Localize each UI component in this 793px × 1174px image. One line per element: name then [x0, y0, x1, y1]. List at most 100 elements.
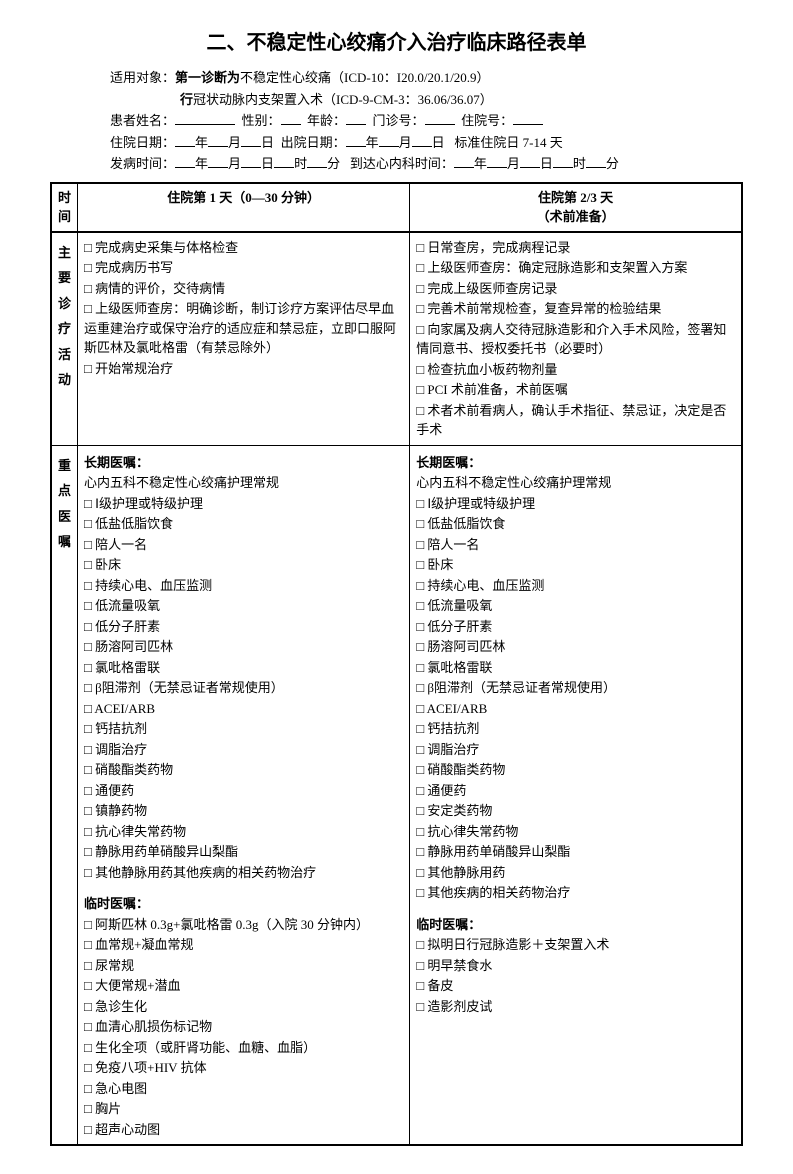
blank: [520, 154, 540, 168]
activities-row: 主 要 诊 疗 活 动 □ 完成病史采集与体格检查□ 完成病历书写□ 病情的评价…: [51, 232, 742, 446]
blank: [513, 111, 543, 125]
unit: 月: [399, 135, 412, 150]
char: 动: [58, 370, 71, 390]
blank: [274, 154, 294, 168]
blank: [346, 133, 366, 147]
blank: [454, 154, 474, 168]
text: 不稳定性心绞痛（ICD-10：I20.0/20.1/20.9）: [240, 70, 490, 85]
long-orders-heading: 长期医嘱：: [84, 453, 403, 473]
unit: 日: [540, 156, 553, 171]
unit: 分: [327, 156, 340, 171]
unit: 月: [228, 156, 241, 171]
activities-day23: □ 日常查房，完成病程记录□ 上级医师查房：确定冠脉造影和支架置入方案□ 完成上…: [410, 232, 742, 446]
checkbox-item: □ 上级医师查房：确定冠脉造影和支架置入方案: [416, 258, 735, 278]
checkbox-item: □ 肠溶阿司匹林: [84, 637, 403, 657]
checkbox-item: □ 安定类药物: [416, 801, 735, 821]
checkbox-item: □ 抗心律失常药物: [84, 822, 403, 842]
checkbox-item: □ 急诊生化: [84, 997, 403, 1017]
label: 适用对象：: [110, 70, 175, 85]
blank: [241, 133, 261, 147]
label: 发病时间：: [110, 156, 175, 171]
char: 重: [58, 456, 71, 476]
label: 门诊号：: [373, 113, 425, 128]
checkbox-item: □ 胸片: [84, 1099, 403, 1119]
orders-day23: 长期医嘱：心内五科不稳定性心绞痛护理常规□ Ⅰ级护理或特级护理□ 低盐低脂饮食□…: [410, 445, 742, 1145]
checkbox-item: □ 静脉用药单硝酸异山梨酯: [416, 842, 735, 862]
checkbox-item: □ 其他疾病的相关药物治疗: [416, 883, 735, 903]
label: 年龄：: [307, 113, 346, 128]
checkbox-item: □ 血常规+凝血常规: [84, 935, 403, 955]
blank: [175, 154, 195, 168]
checkbox-item: □ 尿常规: [84, 956, 403, 976]
blank: [175, 111, 235, 125]
activities-label: 主 要 诊 疗 活 动: [51, 232, 78, 446]
checkbox-item: □ 其他静脉用药: [416, 863, 735, 883]
checkbox-item: □ 肠溶阿司匹林: [416, 637, 735, 657]
unit: 年: [366, 135, 379, 150]
checkbox-item: □ 低流量吸氧: [84, 596, 403, 616]
checkbox-item: □ 陪人一名: [84, 535, 403, 555]
checkbox-item: □ Ⅰ级护理或特级护理: [416, 494, 735, 514]
text: （术前准备）: [416, 207, 735, 227]
applicable-line1: 适用对象：第一诊断为不稳定性心绞痛（ICD-10：I20.0/20.1/20.9…: [70, 68, 723, 88]
checkbox-item: □ 氯吡格雷联: [84, 658, 403, 678]
checkbox-item: □ 钙拮抗剂: [416, 719, 735, 739]
char: 主: [58, 243, 71, 263]
temp-orders-heading: 临时医嘱：: [416, 915, 735, 935]
checkbox-item: □ 大便常规+潜血: [84, 976, 403, 996]
char: 医: [58, 507, 71, 527]
bold-text: 行: [180, 92, 193, 107]
checkbox-item: □ 低盐低脂饮食: [416, 514, 735, 534]
blank: [281, 111, 301, 125]
char: 要: [58, 268, 71, 288]
checkbox-item: □ Ⅰ级护理或特级护理: [84, 494, 403, 514]
char: 嘱: [58, 532, 71, 552]
checkbox-item: □ 完成病历书写: [84, 258, 403, 278]
checkbox-item: □ 上级医师查房：明确诊断，制订诊疗方案评估尽早血运重建治疗或保守治疗的适应症和…: [84, 299, 403, 358]
temp-orders-heading: 临时医嘱：: [84, 894, 403, 914]
checkbox-item: □ 持续心电、血压监测: [416, 576, 735, 596]
blank: [208, 154, 228, 168]
checkbox-item: □ 免疫八项+HIV 抗体: [84, 1058, 403, 1078]
unit: 日: [261, 156, 274, 171]
activities-day1: □ 完成病史采集与体格检查□ 完成病历书写□ 病情的评价，交待病情□ 上级医师查…: [78, 232, 410, 446]
checkbox-item: □ 完成上级医师查房记录: [416, 279, 735, 299]
label: 性别：: [242, 113, 281, 128]
char: 诊: [58, 294, 71, 314]
checkbox-item: □ 病情的评价，交待病情: [84, 279, 403, 299]
checkbox-item: □ 镇静药物: [84, 801, 403, 821]
checkbox-item: □ 硝酸酯类药物: [416, 760, 735, 780]
checkbox-item: □ 生化全项（或肝肾功能、血糖、血脂）: [84, 1038, 403, 1058]
checkbox-item: □ β阻滞剂（无禁忌证者常规使用）: [416, 678, 735, 698]
unit: 月: [507, 156, 520, 171]
checkbox-item: □ 陪人一名: [416, 535, 735, 555]
checkbox-item: □ 检查抗血小板药物剂量: [416, 360, 735, 380]
blank: [586, 154, 606, 168]
col-day23-header: 住院第 2/3 天 （术前准备）: [410, 183, 742, 232]
checkbox-item: □ β阻滞剂（无禁忌证者常规使用）: [84, 678, 403, 698]
page-title: 二、不稳定性心绞痛介入治疗临床路径表单: [50, 28, 743, 58]
checkbox-item: □ 向家属及病人交待冠脉造影和介入手术风险，签署知情同意书、授权委托书（必要时）: [416, 320, 735, 359]
checkbox-item: □ PCI 术前准备，术前医嘱: [416, 380, 735, 400]
char: 疗: [58, 319, 71, 339]
unit: 月: [228, 135, 241, 150]
label: 住院号：: [461, 113, 513, 128]
onset-line: 发病时间：年月日时分 到达心内科时间：年月日时分: [70, 154, 723, 174]
checkbox-item: □ 明早禁食水: [416, 956, 735, 976]
checkbox-item: □ 调脂治疗: [84, 740, 403, 760]
checkbox-item: □ 完善术前常规检查，复查异常的检验结果: [416, 299, 735, 319]
orders-day1: 长期医嘱：心内五科不稳定性心绞痛护理常规□ Ⅰ级护理或特级护理□ 低盐低脂饮食□…: [78, 445, 410, 1145]
blank: [241, 154, 261, 168]
checkbox-item: □ 拟明日行冠脉造影＋支架置入术: [416, 935, 735, 955]
checkbox-item: □ 卧床: [84, 555, 403, 575]
checkbox-item: □ 造影剂皮试: [416, 997, 735, 1017]
checkbox-item: □ 钙拮抗剂: [84, 719, 403, 739]
char: 点: [58, 481, 71, 501]
text: 标准住院日 7-14 天: [454, 135, 562, 150]
blank: [487, 154, 507, 168]
checkbox-item: □ ACEI/ARB: [416, 699, 735, 719]
col-time-header: 时间: [51, 183, 78, 232]
checkbox-item: □ 抗心律失常药物: [416, 822, 735, 842]
checkbox-item: □ 开始常规治疗: [84, 359, 403, 379]
label: 患者姓名：: [110, 113, 175, 128]
